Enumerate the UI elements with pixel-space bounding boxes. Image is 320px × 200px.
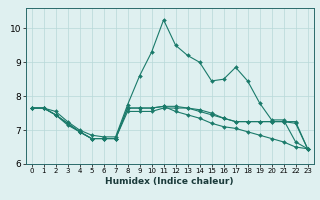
X-axis label: Humidex (Indice chaleur): Humidex (Indice chaleur) (105, 177, 234, 186)
